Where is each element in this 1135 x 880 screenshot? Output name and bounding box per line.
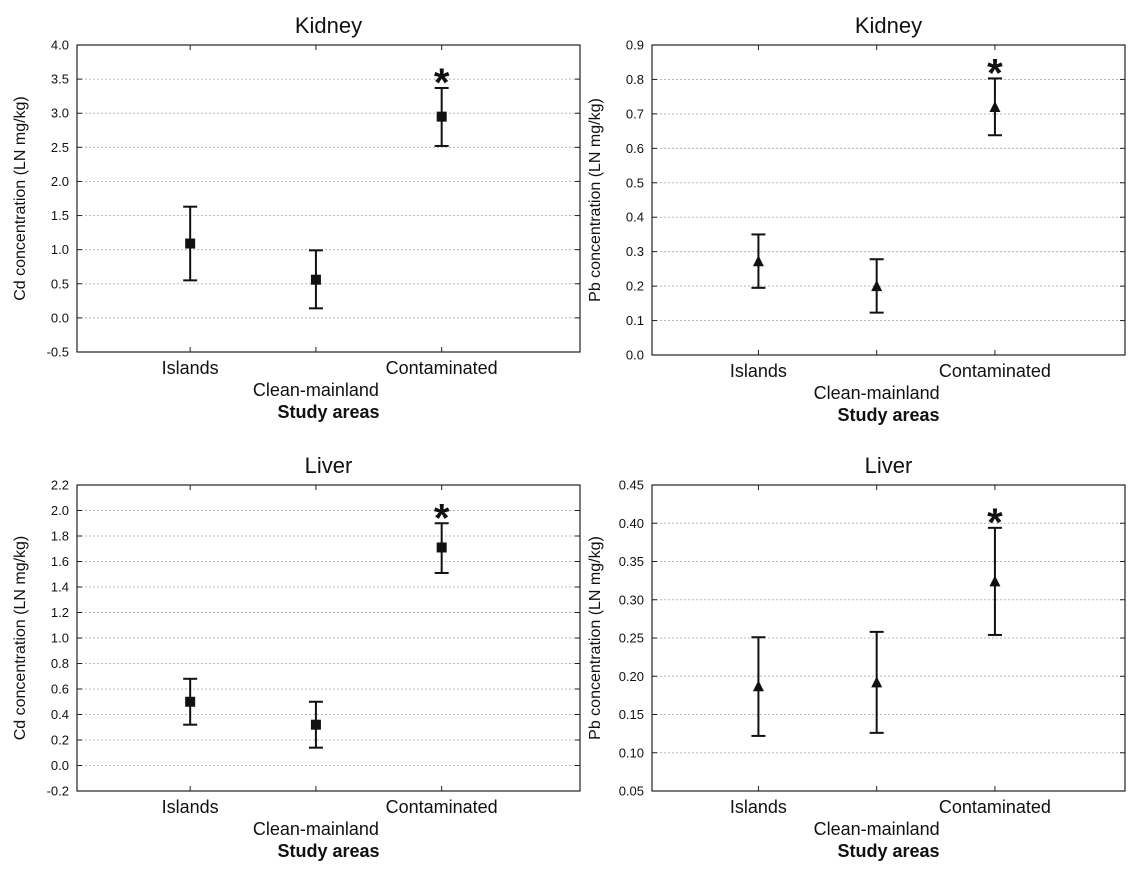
x-category-label: Clean-mainland [253, 380, 379, 400]
x-axis-title: Study areas [837, 841, 939, 861]
plot-frame [651, 44, 1126, 356]
y-tick-label: 0.0 [51, 758, 69, 773]
x-category-label: Islands [730, 361, 787, 381]
y-tick-label: 0.5 [51, 276, 69, 291]
data-point-triangle [752, 680, 764, 692]
data-point-triangle [752, 255, 764, 267]
x-category-label: Clean-mainland [253, 819, 379, 839]
y-tick-label: 0.15 [619, 707, 644, 722]
data-point-square [436, 542, 447, 553]
x-axis-title: Study areas [277, 841, 379, 861]
y-tick-label: 0.8 [51, 656, 69, 671]
y-axis-title: Cd concentration (LN mg/kg) [12, 96, 29, 301]
x-category-label: Clean-mainland [814, 819, 940, 839]
x-axis-title: Study areas [277, 402, 379, 422]
y-axis-title: Pb concentration (LN mg/kg) [587, 536, 604, 740]
y-tick-label: 1.2 [51, 605, 69, 620]
x-axis-title: Study areas [837, 405, 939, 425]
data-point-triangle [989, 575, 1001, 587]
x-category-label: Islands [162, 358, 219, 378]
x-category-label: Clean-mainland [814, 383, 940, 403]
y-tick-label: 0.2 [626, 279, 644, 294]
data-point-square [310, 274, 321, 285]
y-tick-label: 0.45 [619, 478, 644, 493]
x-category-label: Contaminated [939, 361, 1051, 381]
plot-frame [76, 484, 581, 792]
y-tick-label: 1.8 [51, 529, 69, 544]
y-tick-label: 0.6 [51, 682, 69, 697]
data-point-triangle [989, 101, 1001, 112]
y-tick-label: 0.2 [51, 733, 69, 748]
y-tick-label: 3.5 [51, 72, 69, 87]
y-tick-label: 0.6 [626, 141, 644, 156]
y-tick-label: 1.4 [51, 580, 69, 595]
panel-title: Liver [865, 453, 913, 478]
y-tick-label: 0.9 [626, 38, 644, 53]
panel-title: Kidney [855, 13, 922, 38]
y-tick-label: 0.10 [619, 745, 644, 760]
y-tick-label: 1.0 [51, 631, 69, 646]
y-tick-label: 0.4 [626, 210, 644, 225]
chart-panel-1: -0.5 0.0 0.5 1.0 1.5 2.0 2.5 3.0 3.5 4.0 Islands Cl… [12, 13, 581, 422]
y-tick-label: 0.30 [619, 592, 644, 607]
y-tick-label: 3.0 [51, 106, 69, 121]
y-tick-label: 1.5 [51, 208, 69, 223]
data-point-triangle [871, 676, 883, 688]
y-tick-label: 0.0 [626, 348, 644, 363]
y-tick-label: 0.8 [626, 72, 644, 87]
significance-asterisk: * [434, 61, 450, 105]
y-tick-label: 0.0 [51, 310, 69, 325]
x-category-label: Contaminated [386, 797, 498, 817]
y-tick-label: 2.2 [51, 478, 69, 493]
y-tick-label: 0.25 [619, 631, 644, 646]
y-tick-label: 2.0 [51, 174, 69, 189]
y-tick-label: 0.20 [619, 669, 644, 684]
y-tick-label: 0.1 [626, 313, 644, 328]
data-point-triangle [871, 280, 883, 292]
y-axis-title: Pb concentration (LN mg/kg) [587, 98, 604, 302]
y-tick-label: 0.3 [626, 244, 644, 259]
significance-asterisk: * [987, 501, 1003, 545]
y-tick-label: 4.0 [51, 38, 69, 53]
chart-panel-3: -0.2 0.0 0.2 0.4 0.6 0.8 1.0 1.2 1.4 1.6 1.8 2.0 2.2… [12, 453, 581, 861]
x-category-label: Contaminated [939, 797, 1051, 817]
y-tick-label: 1.6 [51, 554, 69, 569]
y-tick-label: -0.2 [47, 784, 69, 799]
x-category-label: Islands [730, 797, 787, 817]
data-point-square [310, 719, 321, 730]
y-tick-label: 0.4 [51, 707, 69, 722]
y-tick-label: 1.0 [51, 242, 69, 257]
data-point-square [436, 111, 447, 122]
significance-asterisk: * [434, 496, 450, 540]
y-tick-label: 2.5 [51, 140, 69, 155]
chart-panel-2: 0.0 0.1 0.2 0.3 0.4 0.5 0.6 0.7 0.8 0.9 Islands Cle… [587, 13, 1126, 425]
panel-title: Kidney [295, 13, 362, 38]
x-category-label: Contaminated [386, 358, 498, 378]
panel-title: Liver [305, 453, 353, 478]
y-tick-label: 0.05 [619, 784, 644, 799]
y-tick-label: 0.7 [626, 106, 644, 121]
significance-asterisk: * [987, 51, 1003, 95]
x-category-label: Islands [162, 797, 219, 817]
chart-panel-4: 0.05 0.10 0.15 0.20 0.25 0.30 0.35 0.40 0.45 Isla… [587, 453, 1126, 861]
y-tick-label: 0.40 [619, 516, 644, 531]
y-tick-label: 0.5 [626, 175, 644, 190]
plot-frame [76, 44, 581, 353]
data-point-square [185, 238, 196, 249]
plot-frame [651, 484, 1126, 792]
y-axis-title: Cd concentration (LN mg/kg) [12, 536, 29, 741]
y-tick-label: -0.5 [47, 345, 69, 360]
data-point-square [185, 696, 196, 707]
y-tick-label: 0.35 [619, 554, 644, 569]
y-tick-label: 2.0 [51, 503, 69, 518]
